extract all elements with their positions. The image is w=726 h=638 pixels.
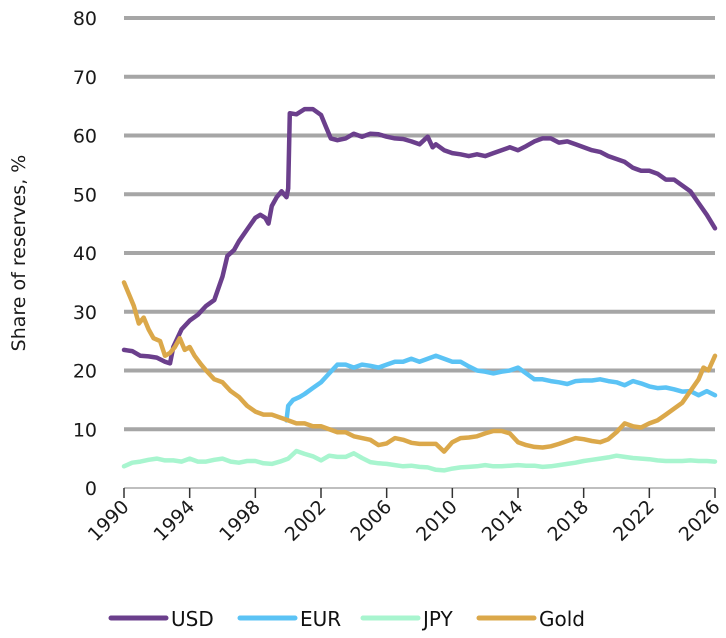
y-tick-label: 60: [73, 126, 97, 148]
x-tick-label: 2022: [609, 496, 659, 546]
x-tick-label: 2010: [412, 496, 462, 546]
y-tick-label: 50: [73, 184, 97, 206]
y-tick-label: 80: [73, 8, 97, 30]
y-tick-label: 20: [73, 361, 97, 383]
x-tick-label: 2006: [346, 496, 396, 546]
gridlines: [124, 16, 715, 432]
y-tick-label: 0: [85, 478, 97, 500]
y-axis-ticks: 0 10 20 30 40 50 60 70 80: [73, 8, 97, 500]
y-tick-label: 40: [73, 243, 97, 265]
series-line-gold: [121, 280, 718, 454]
legend-label: USD: [171, 607, 214, 631]
legend-item-usd: USD: [108, 607, 214, 631]
legend-label: EUR: [300, 607, 341, 631]
x-tick-label: 1990: [84, 496, 134, 546]
y-axis-title: Share of reserves, %: [8, 155, 30, 352]
series-line-eur: [284, 353, 718, 423]
legend: USD EUR JPY Gold: [108, 607, 585, 631]
series-line-usd: [121, 106, 718, 366]
x-axis: 1990 1994 1998 2002 2006 2010 2014 2018 2022 2026: [84, 487, 725, 546]
series-lines: [121, 106, 718, 473]
series-line-jpy: [121, 448, 718, 473]
x-tick-label: 2002: [281, 496, 331, 546]
x-tick-label: 1994: [149, 496, 199, 546]
legend-item-gold: Gold: [476, 607, 585, 631]
y-tick-label: 70: [73, 67, 97, 89]
legend-label: Gold: [539, 607, 585, 631]
y-tick-label: 30: [73, 302, 97, 324]
y-tick-label: 10: [73, 419, 97, 441]
legend-item-jpy: JPY: [360, 607, 454, 631]
x-tick-label: 1998: [215, 496, 265, 546]
x-tick-label: 2014: [478, 496, 528, 546]
x-tick-label: 2026: [675, 496, 725, 546]
legend-label: JPY: [421, 607, 454, 631]
x-tick-label: 2018: [543, 496, 593, 546]
legend-item-eur: EUR: [237, 607, 341, 631]
